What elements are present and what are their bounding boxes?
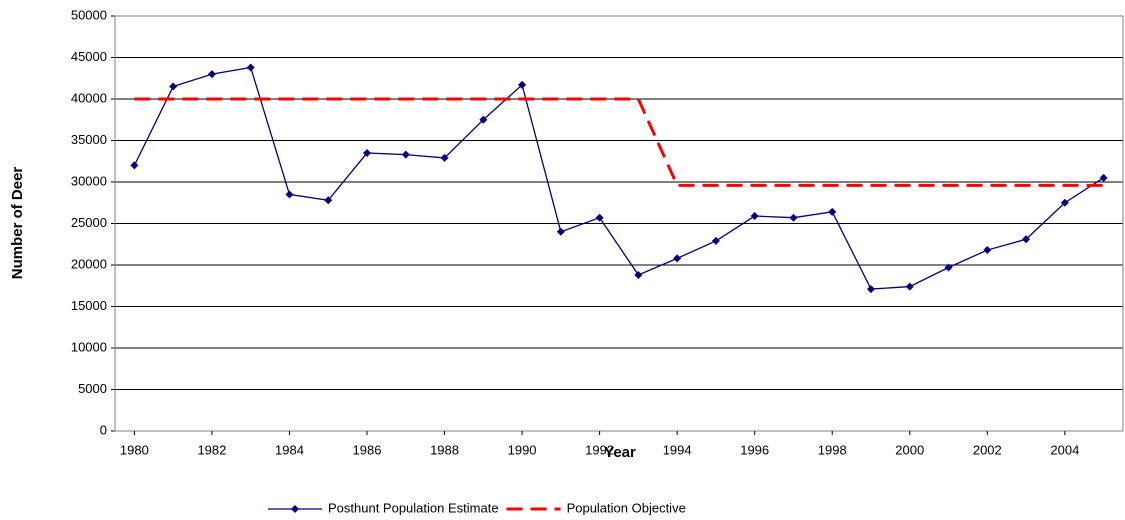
- y-tick-label: 15000: [71, 298, 107, 313]
- legend-label: Posthunt Population Estimate: [328, 500, 499, 515]
- data-point: [401, 150, 410, 159]
- data-point: [750, 212, 759, 221]
- data-point: [905, 282, 914, 291]
- data-point: [130, 161, 139, 170]
- data-point: [1060, 198, 1069, 207]
- y-tick-label: 45000: [71, 49, 107, 64]
- x-tick-label: 1992: [585, 442, 614, 457]
- data-point: [169, 82, 178, 91]
- data-point: [711, 236, 720, 245]
- y-tick-label: 25000: [71, 215, 107, 230]
- y-tick-label: 0: [100, 422, 107, 437]
- legend-marker: [291, 505, 299, 513]
- data-point: [1099, 173, 1108, 182]
- x-axis-title: Year: [604, 444, 636, 461]
- data-point: [285, 190, 294, 199]
- y-axis-title: Number of Deer: [9, 167, 26, 280]
- data-point: [1022, 235, 1031, 244]
- data-point: [983, 246, 992, 255]
- x-tick-label: 2000: [895, 442, 924, 457]
- data-point: [246, 63, 255, 72]
- data-point: [363, 148, 371, 157]
- y-tick-label: 5000: [78, 381, 107, 396]
- x-tick-label: 1996: [740, 442, 769, 457]
- data-point: [556, 227, 565, 236]
- y-tick-label: 50000: [71, 7, 107, 22]
- x-tick-label: 1998: [818, 442, 847, 457]
- x-tick-label: 1990: [508, 442, 537, 457]
- series-line: [134, 97, 1104, 187]
- data-point: [634, 270, 643, 279]
- x-tick-label: 1994: [663, 442, 692, 457]
- x-tick-label: 1984: [275, 442, 304, 457]
- data-point: [518, 80, 527, 89]
- data-point: [828, 207, 837, 216]
- y-tick-label: 20000: [71, 256, 107, 271]
- x-tick-label: 1986: [353, 442, 382, 457]
- plot-border: [114, 15, 1124, 432]
- x-tick-label: 2004: [1050, 442, 1079, 457]
- data-point: [479, 115, 488, 124]
- y-tick-label: 35000: [71, 132, 107, 147]
- y-tick-label: 30000: [71, 173, 107, 188]
- data-point: [440, 153, 449, 162]
- y-tick-label: 10000: [71, 339, 107, 354]
- data-point: [789, 213, 798, 222]
- x-tick-label: 1980: [120, 442, 149, 457]
- data-point: [867, 285, 875, 294]
- data-point: [595, 213, 604, 222]
- data-point: [673, 254, 682, 263]
- x-tick-label: 2002: [973, 442, 1002, 457]
- data-point: [324, 196, 333, 205]
- series-line: [133, 66, 1104, 290]
- data-point: [207, 70, 216, 79]
- y-tick-label: 40000: [71, 90, 107, 105]
- x-tick-label: 1982: [197, 442, 226, 457]
- data-point: [944, 263, 953, 272]
- x-tick-label: 1988: [430, 442, 459, 457]
- legend-label: Population Objective: [567, 500, 686, 515]
